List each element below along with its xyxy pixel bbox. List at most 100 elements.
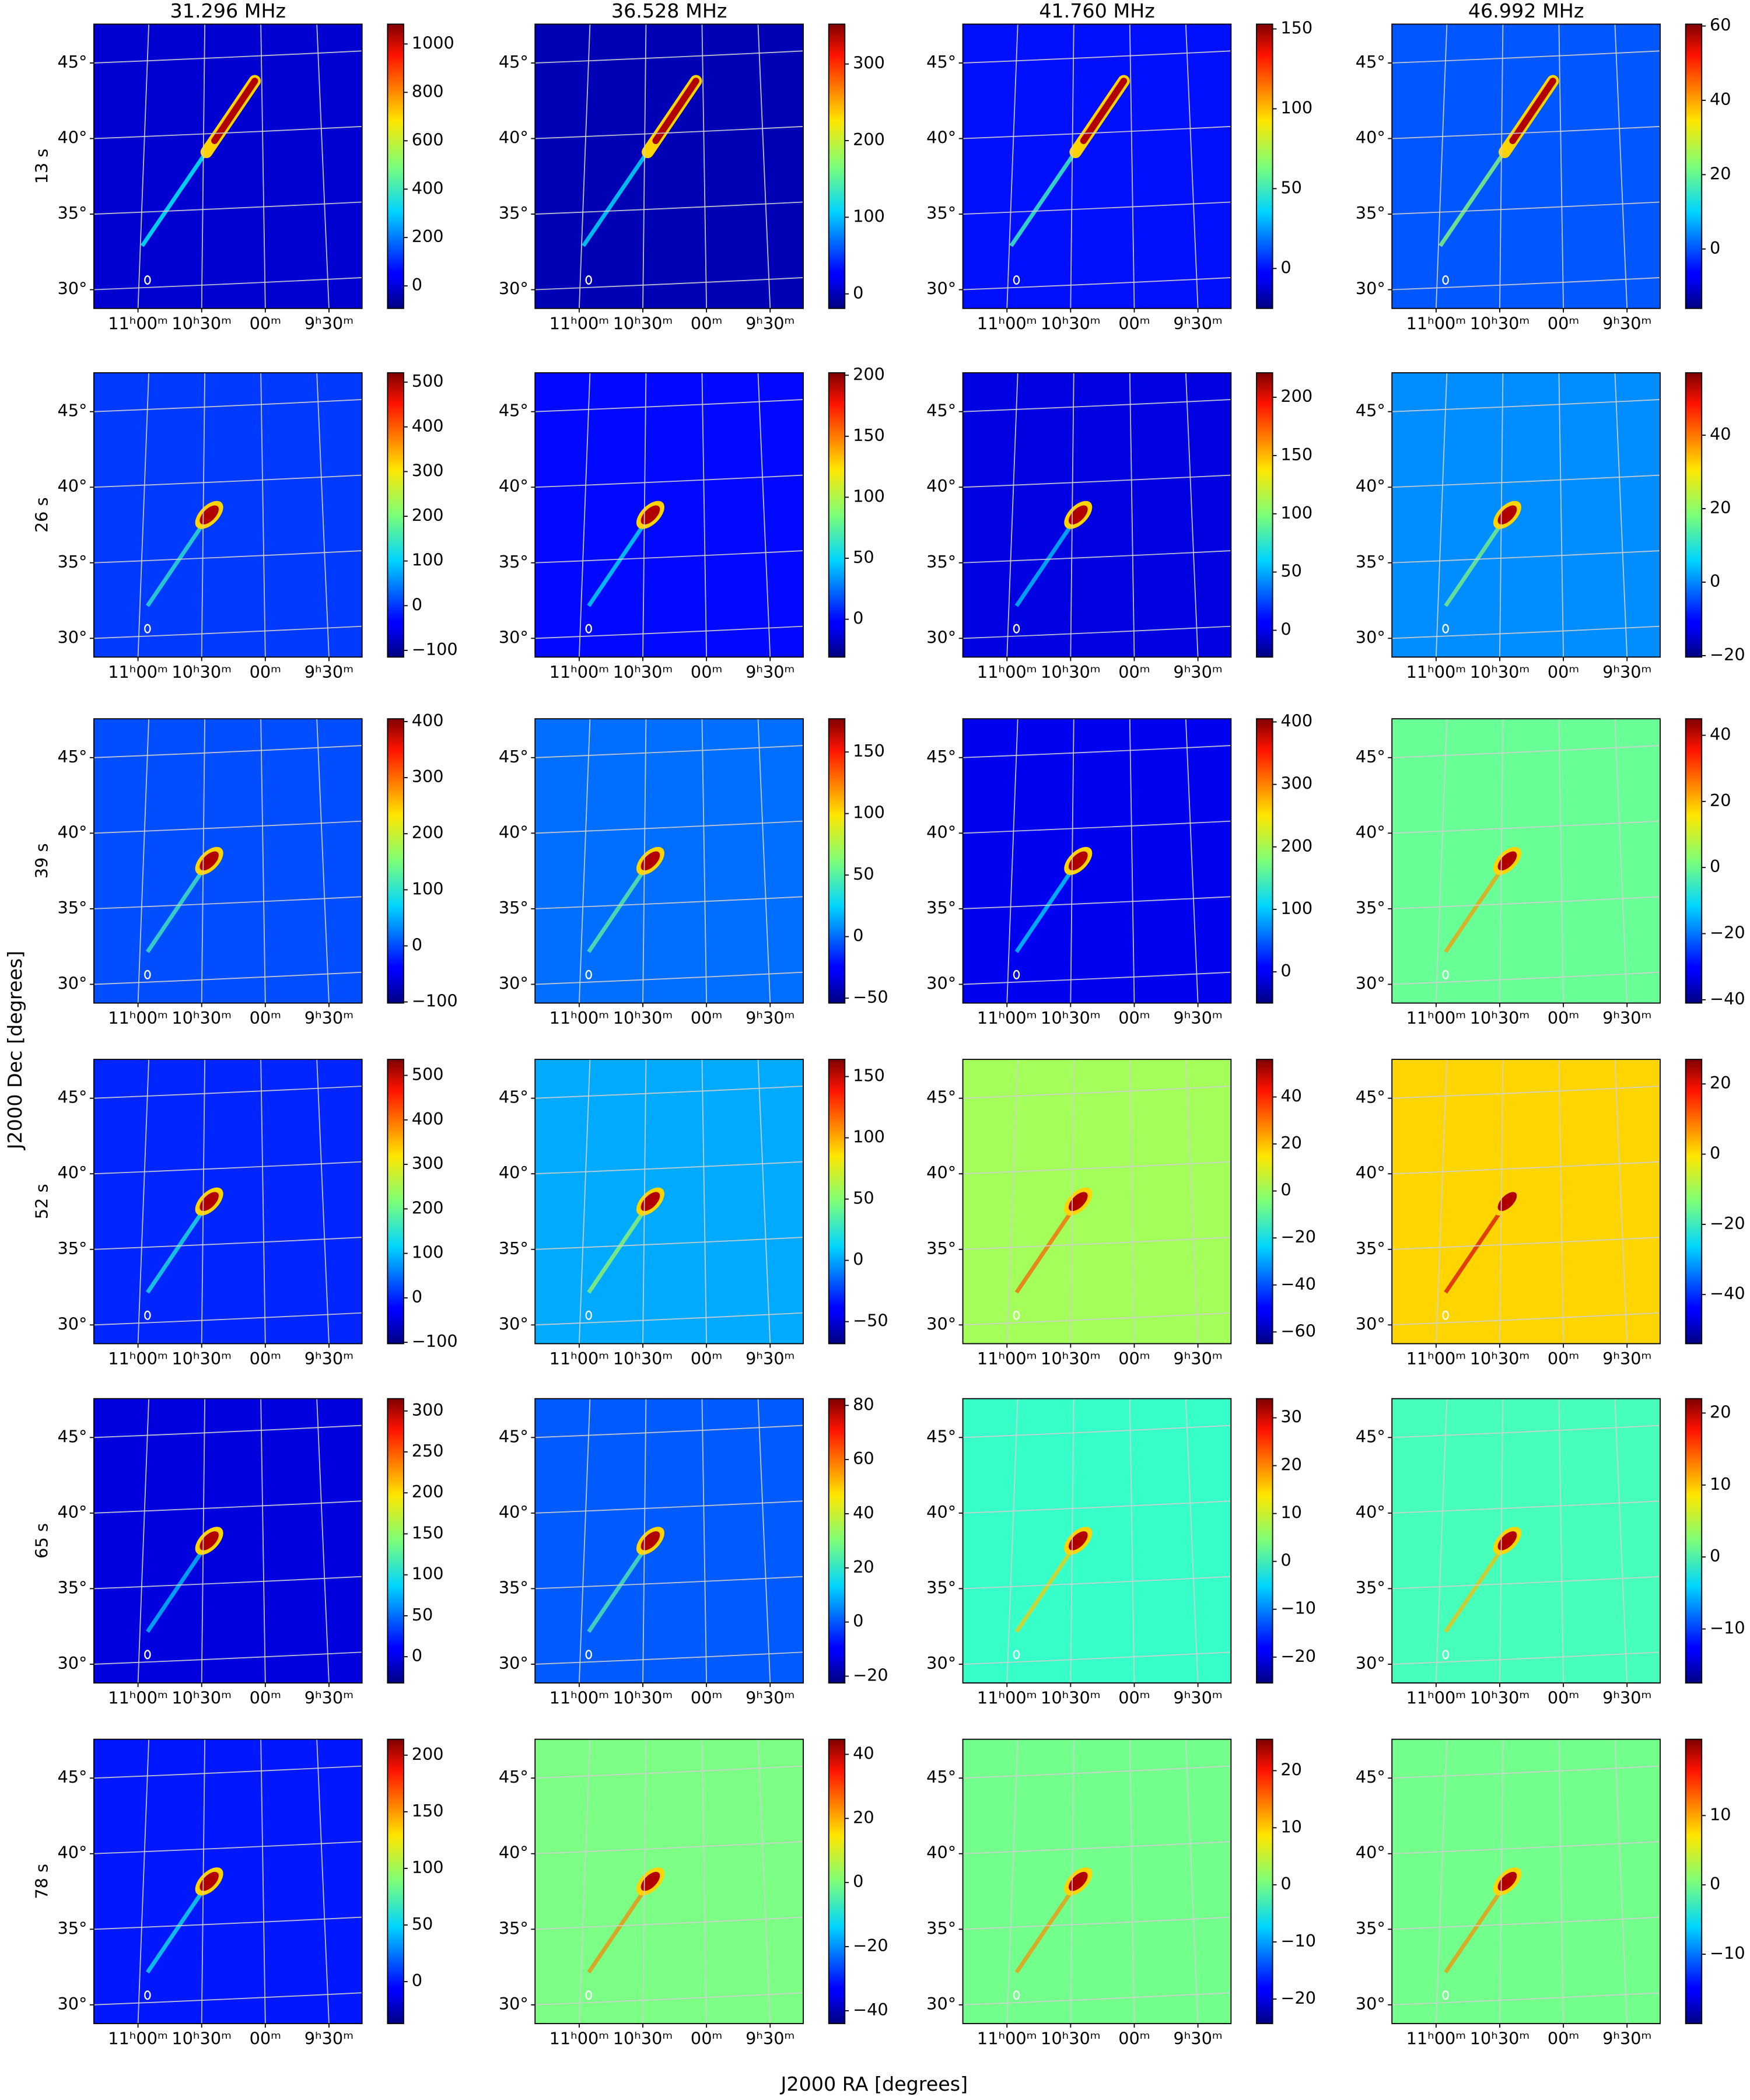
x-tick-label: 00ᵐ xyxy=(250,1008,281,1028)
dec-grid-line xyxy=(963,1086,1231,1099)
ra-grid-line xyxy=(316,24,330,309)
emission-tail xyxy=(1444,1200,1509,1294)
colorbar xyxy=(1685,718,1703,1004)
y-tick-label: 30° xyxy=(499,1994,528,2014)
dec-grid-line xyxy=(93,1651,362,1665)
emission-tail xyxy=(1014,1880,1080,1974)
x-tick-label: 00ᵐ xyxy=(250,1688,281,1708)
sky-image xyxy=(93,1398,362,1684)
dec-grid-line xyxy=(963,474,1231,488)
x-tick-label: 00ᵐ xyxy=(1548,313,1579,333)
dec-grid-line xyxy=(535,745,804,758)
ra-grid-line xyxy=(1558,1739,1564,2024)
x-tick-label: 00ᵐ xyxy=(1548,1688,1579,1708)
x-axis-label: J2000 RA [degrees] xyxy=(780,2073,968,2095)
sky-image xyxy=(1392,1059,1660,1344)
ra-grid-line xyxy=(1435,24,1448,309)
dec-grid-line xyxy=(535,1765,804,1779)
y-tick-label: 45° xyxy=(926,401,956,421)
column-title: 36.528 MHz xyxy=(611,0,727,22)
y-tick-label: 40° xyxy=(58,128,88,148)
dec-grid-line xyxy=(535,276,804,290)
dec-grid-line xyxy=(93,1237,362,1250)
ra-grid-line xyxy=(1499,24,1504,309)
ra-grid-line xyxy=(1006,1739,1019,2024)
y-tick-label: 30° xyxy=(58,1314,88,1334)
emission-tail xyxy=(587,513,652,607)
x-tick-label: 10ʰ30ᵐ xyxy=(172,2029,232,2049)
colorbar-tick-label: 50 xyxy=(1280,177,1302,197)
ra-grid-line xyxy=(1435,373,1448,657)
y-tick-label: 30° xyxy=(1356,1653,1385,1673)
x-tick-label: 9ʰ30ᵐ xyxy=(746,662,794,682)
x-tick-label: 00ᵐ xyxy=(1118,662,1150,682)
axes-frame xyxy=(962,372,1232,658)
dec-grid-line xyxy=(963,1161,1231,1175)
y-tick-label: 40° xyxy=(499,1502,528,1522)
colorbar-tick-label: 40 xyxy=(1710,724,1731,744)
ra-grid-line xyxy=(1614,1739,1628,2024)
colorbar-tick-label: 500 xyxy=(412,371,444,391)
colorbar-tick-label: 300 xyxy=(412,460,444,480)
emission-core xyxy=(1068,851,1088,871)
emission-core xyxy=(640,1531,660,1550)
beam xyxy=(144,275,151,285)
y-tick-label: 30° xyxy=(58,279,88,299)
dec-grid-line xyxy=(1392,399,1661,412)
sky-image xyxy=(535,24,804,309)
ra-grid-line xyxy=(578,1059,591,1344)
ra-grid-line xyxy=(1435,1739,1448,2024)
y-tick-label: 35° xyxy=(58,203,88,223)
x-tick-label: 00ᵐ xyxy=(1118,2029,1150,2049)
emission-core xyxy=(1068,505,1088,525)
y-tick-label: 30° xyxy=(499,1653,528,1673)
emission-tail xyxy=(1444,859,1509,953)
colorbar-tick-label: 1000 xyxy=(412,33,454,52)
beam xyxy=(144,1990,151,2000)
colorbar-tick-label: −10 xyxy=(1280,1931,1316,1951)
colorbar-tick-label: 100 xyxy=(1280,898,1312,918)
y-tick-label: 35° xyxy=(926,203,956,223)
y-tick-label: 35° xyxy=(499,1238,528,1258)
colorbar-tick-label: 0 xyxy=(1280,1874,1291,1894)
colorbar-tick-label: 300 xyxy=(853,53,885,73)
axes-frame xyxy=(93,1059,363,1345)
emission-core xyxy=(1509,78,1556,144)
colorbar-tick-label: 20 xyxy=(1280,1759,1302,1779)
dec-grid-line xyxy=(93,1500,362,1514)
row-label: 52 s xyxy=(32,1184,52,1219)
ra-grid-line xyxy=(701,1059,708,1344)
dec-grid-line xyxy=(963,399,1231,412)
x-tick-label: 10ʰ30ᵐ xyxy=(1041,1688,1101,1708)
y-tick-label: 40° xyxy=(58,476,88,496)
x-tick-label: 00ᵐ xyxy=(250,662,281,682)
x-tick-label: 10ʰ30ᵐ xyxy=(1470,1349,1530,1368)
dec-grid-line xyxy=(963,1916,1231,1930)
x-tick-label: 9ʰ30ᵐ xyxy=(304,1008,354,1028)
ra-grid-line xyxy=(578,1739,591,2024)
y-tick-label: 40° xyxy=(926,476,956,496)
axes-frame xyxy=(93,23,363,309)
y-tick-label: 40° xyxy=(1356,822,1385,842)
colorbar-tick-label: 800 xyxy=(412,81,444,101)
colorbar-tick-label: −40 xyxy=(1710,1283,1745,1303)
ra-grid-line xyxy=(1129,373,1135,657)
colorbar-tick-label: 100 xyxy=(412,1242,444,1262)
x-tick-label: 9ʰ30ᵐ xyxy=(1602,1008,1651,1028)
ra-grid-line xyxy=(701,373,708,657)
emission-tail xyxy=(146,1200,211,1294)
sky-image xyxy=(93,1739,362,2024)
dec-grid-line xyxy=(1392,1765,1661,1779)
dec-grid-line xyxy=(535,474,804,488)
colorbar-tick-label: 50 xyxy=(1280,561,1302,581)
colorbar xyxy=(1685,23,1703,309)
ra-grid-line xyxy=(1558,1059,1564,1344)
ra-grid-line xyxy=(1129,1739,1135,2024)
y-tick-label: 35° xyxy=(499,898,528,918)
y-tick-label: 45° xyxy=(926,1426,956,1446)
colorbar-tick-label: 100 xyxy=(853,206,885,226)
colorbar-tick-label: 200 xyxy=(412,822,444,842)
dec-grid-line xyxy=(1392,1916,1661,1930)
x-tick-label: 11ʰ00ᵐ xyxy=(977,313,1037,333)
sky-image xyxy=(535,1059,804,1344)
